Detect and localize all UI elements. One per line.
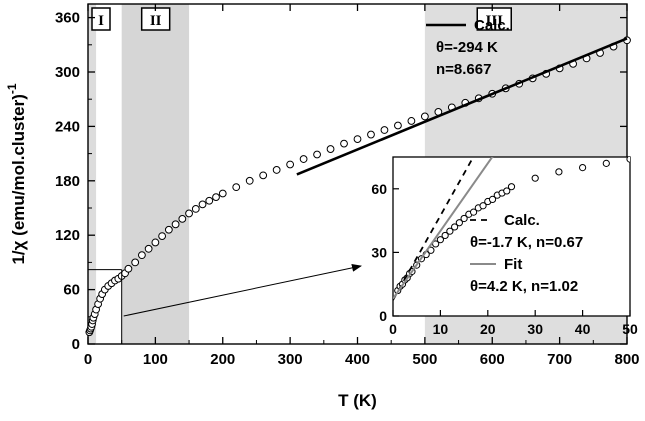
inset-y-tick-label-0: 0 xyxy=(379,308,387,324)
data-point xyxy=(171,220,180,229)
data-point xyxy=(205,196,214,205)
inset-calc-line xyxy=(393,157,475,301)
calc-line xyxy=(296,37,628,176)
legend-calc-label: Calc. xyxy=(474,17,510,34)
region-I-label: I xyxy=(98,13,104,29)
data-point xyxy=(178,214,187,223)
inset-data-point xyxy=(441,231,449,240)
data-point xyxy=(367,130,375,139)
zoom-arrow xyxy=(123,263,362,317)
data-point xyxy=(198,200,207,209)
y-tick-label-120: 120 xyxy=(55,227,80,244)
region-II-shade xyxy=(121,4,190,344)
data-point xyxy=(394,121,402,130)
inset-chart: 0 10 20 30 40 50 0 30 60 Calc. θ=-1.7 K, n=0.67 Fit… xyxy=(371,156,638,337)
data-point xyxy=(232,183,241,192)
inset-series-layer xyxy=(393,157,630,301)
inset-data-point xyxy=(469,208,478,216)
y-tick-label-300: 300 xyxy=(55,64,80,81)
inset-y-tick-label-30: 30 xyxy=(371,244,387,260)
legend-n-label: n=8.667 xyxy=(436,61,491,78)
inset-data-point xyxy=(579,164,587,172)
x-tick-label-400: 400 xyxy=(345,351,370,368)
y-axis-title: 1/χ (emu/mol.cluster)-1 xyxy=(5,83,28,264)
data-point xyxy=(212,193,220,202)
inset-data-point xyxy=(455,219,463,227)
inset-data-point xyxy=(432,240,440,248)
inset-data-point xyxy=(503,187,511,195)
data-point xyxy=(420,112,429,121)
inset-x-tick-label-30: 30 xyxy=(527,321,543,337)
x-tick-label-600: 600 xyxy=(480,351,505,368)
inset-data-point xyxy=(626,157,630,163)
inset-data-point xyxy=(460,214,468,223)
data-point xyxy=(138,251,146,260)
data-point xyxy=(313,150,321,159)
x-tick-label-100: 100 xyxy=(143,351,168,368)
y-tick-label-0: 0 xyxy=(72,336,80,353)
x-tick-label-800: 800 xyxy=(614,351,639,368)
x-tick-label-200: 200 xyxy=(210,351,235,368)
inset-legend-fit-label: Fit xyxy=(504,256,522,273)
data-point xyxy=(353,135,362,143)
inset-legend-param-label: θ=4.2 K, n=1.02 xyxy=(470,278,578,295)
data-point xyxy=(185,209,193,218)
data-point xyxy=(380,126,389,134)
y-tick-label-180: 180 xyxy=(55,173,80,190)
inset-data-point xyxy=(531,174,539,182)
inset-x-tick-label-50: 50 xyxy=(622,321,638,337)
data-point xyxy=(245,176,254,185)
data-point xyxy=(151,238,160,247)
y-tick-label-60: 60 xyxy=(63,282,80,299)
data-point xyxy=(191,205,200,213)
main-legend: Calc. θ=-294 K n=8.667 xyxy=(426,17,510,78)
y-tick-label-360: 360 xyxy=(55,10,80,27)
inset-data-point xyxy=(446,227,454,235)
region-I-shade xyxy=(88,4,97,344)
inset-y-tick-label-60: 60 xyxy=(371,181,387,197)
region-III-label-box xyxy=(476,7,512,31)
x-tick-label-500: 500 xyxy=(412,351,437,368)
legend-theta-label: θ=-294 K xyxy=(436,39,498,56)
inset-data-point xyxy=(602,159,610,167)
data-point xyxy=(158,232,167,241)
inset-data-point xyxy=(451,223,459,231)
x-tick-label-0: 0 xyxy=(84,351,92,368)
inset-data-point xyxy=(555,168,563,176)
data-point xyxy=(299,155,308,163)
region-I-label-box xyxy=(91,7,111,31)
data-point xyxy=(144,244,153,253)
data-point xyxy=(407,117,416,125)
data-point xyxy=(340,139,348,148)
y-axis-title-exponent: -1 xyxy=(5,83,19,94)
region-II-label: II xyxy=(150,13,162,29)
x-axis-title: T (K) xyxy=(338,391,377,410)
inset-data-point xyxy=(488,195,497,203)
data-point xyxy=(164,225,173,234)
inset-data-point xyxy=(507,183,516,191)
data-point xyxy=(131,258,140,267)
inset-data-point xyxy=(436,236,444,244)
inset-x-tick-label-40: 40 xyxy=(575,321,591,337)
data-point xyxy=(124,264,133,273)
inset-fit-line xyxy=(393,157,494,300)
inset-x-tick-label-20: 20 xyxy=(480,321,496,337)
region-III-label: III xyxy=(485,13,503,29)
x-tick-label-700: 700 xyxy=(547,351,572,368)
data-point xyxy=(218,189,227,198)
data-point xyxy=(272,166,281,174)
inset-x-tick-label-0: 0 xyxy=(389,321,397,337)
inset-data-point xyxy=(479,202,487,210)
x-tick-label-300: 300 xyxy=(278,351,303,368)
inset-legend-param-label: θ=-1.7 K, n=0.67 xyxy=(470,234,583,251)
data-point xyxy=(326,145,335,153)
data-point xyxy=(259,171,268,180)
inset-x-tick-label-10: 10 xyxy=(433,321,449,337)
y-tick-label-240: 240 xyxy=(55,118,80,135)
data-point xyxy=(286,160,295,169)
inset-legend-calc-label: Calc. xyxy=(504,212,540,229)
zoom-indicator-layer xyxy=(88,263,362,344)
